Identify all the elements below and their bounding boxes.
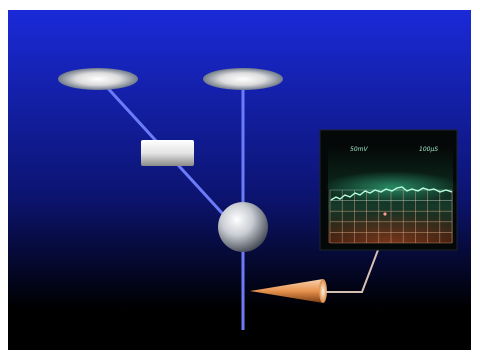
lens-right-icon [203, 68, 283, 90]
oscilloscope-icon: 50mV 100µS [319, 129, 460, 251]
trace-glow [324, 171, 460, 203]
sample-sphere-icon [218, 202, 268, 252]
trace-marker [383, 212, 387, 216]
oscilloscope-trace [330, 186, 453, 201]
detector-cone-icon [250, 279, 327, 303]
beam-splitter-block-icon [141, 140, 194, 166]
lens-left-icon [58, 68, 138, 90]
warm-glow [328, 205, 453, 243]
oscilloscope-left-label: 50mV [350, 146, 368, 153]
oscilloscope-right-label: 100µS [419, 146, 438, 153]
signal-cable [326, 249, 379, 293]
